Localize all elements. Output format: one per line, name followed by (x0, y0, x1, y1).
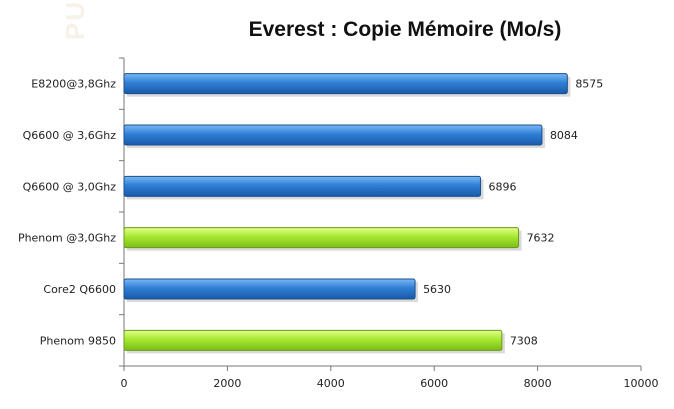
bar (123, 124, 543, 146)
bar (123, 73, 568, 95)
category-label: Phenom 9850 (40, 334, 116, 347)
value-label: 8084 (550, 129, 578, 142)
value-label: 8575 (575, 78, 603, 91)
value-label: 5630 (423, 283, 451, 296)
bar (123, 329, 503, 351)
chart-title: Everest : Copie Mémoire (Mo/s) (248, 18, 562, 41)
x-tick-label: 2000 (213, 377, 241, 390)
x-tick-label: 6000 (420, 377, 448, 390)
bar (123, 227, 520, 249)
bar (123, 175, 482, 197)
category-label: Phenom @3,0Ghz (18, 232, 116, 245)
category-label: Core2 Q6600 (43, 283, 116, 296)
category-label: Q6600 @ 3,0Ghz (23, 180, 117, 193)
value-label: 7632 (527, 232, 555, 245)
value-label: 6896 (489, 180, 517, 193)
category-label: Q6600 @ 3,6Ghz (23, 129, 117, 142)
bar (123, 278, 416, 300)
x-tick-label: 0 (121, 377, 128, 390)
category-label: E8200@3,8Ghz (31, 78, 116, 91)
x-tick-label: 4000 (317, 377, 345, 390)
value-label: 7308 (510, 334, 538, 347)
x-tick-label: 8000 (524, 377, 552, 390)
x-tick-label: 10000 (624, 377, 659, 390)
